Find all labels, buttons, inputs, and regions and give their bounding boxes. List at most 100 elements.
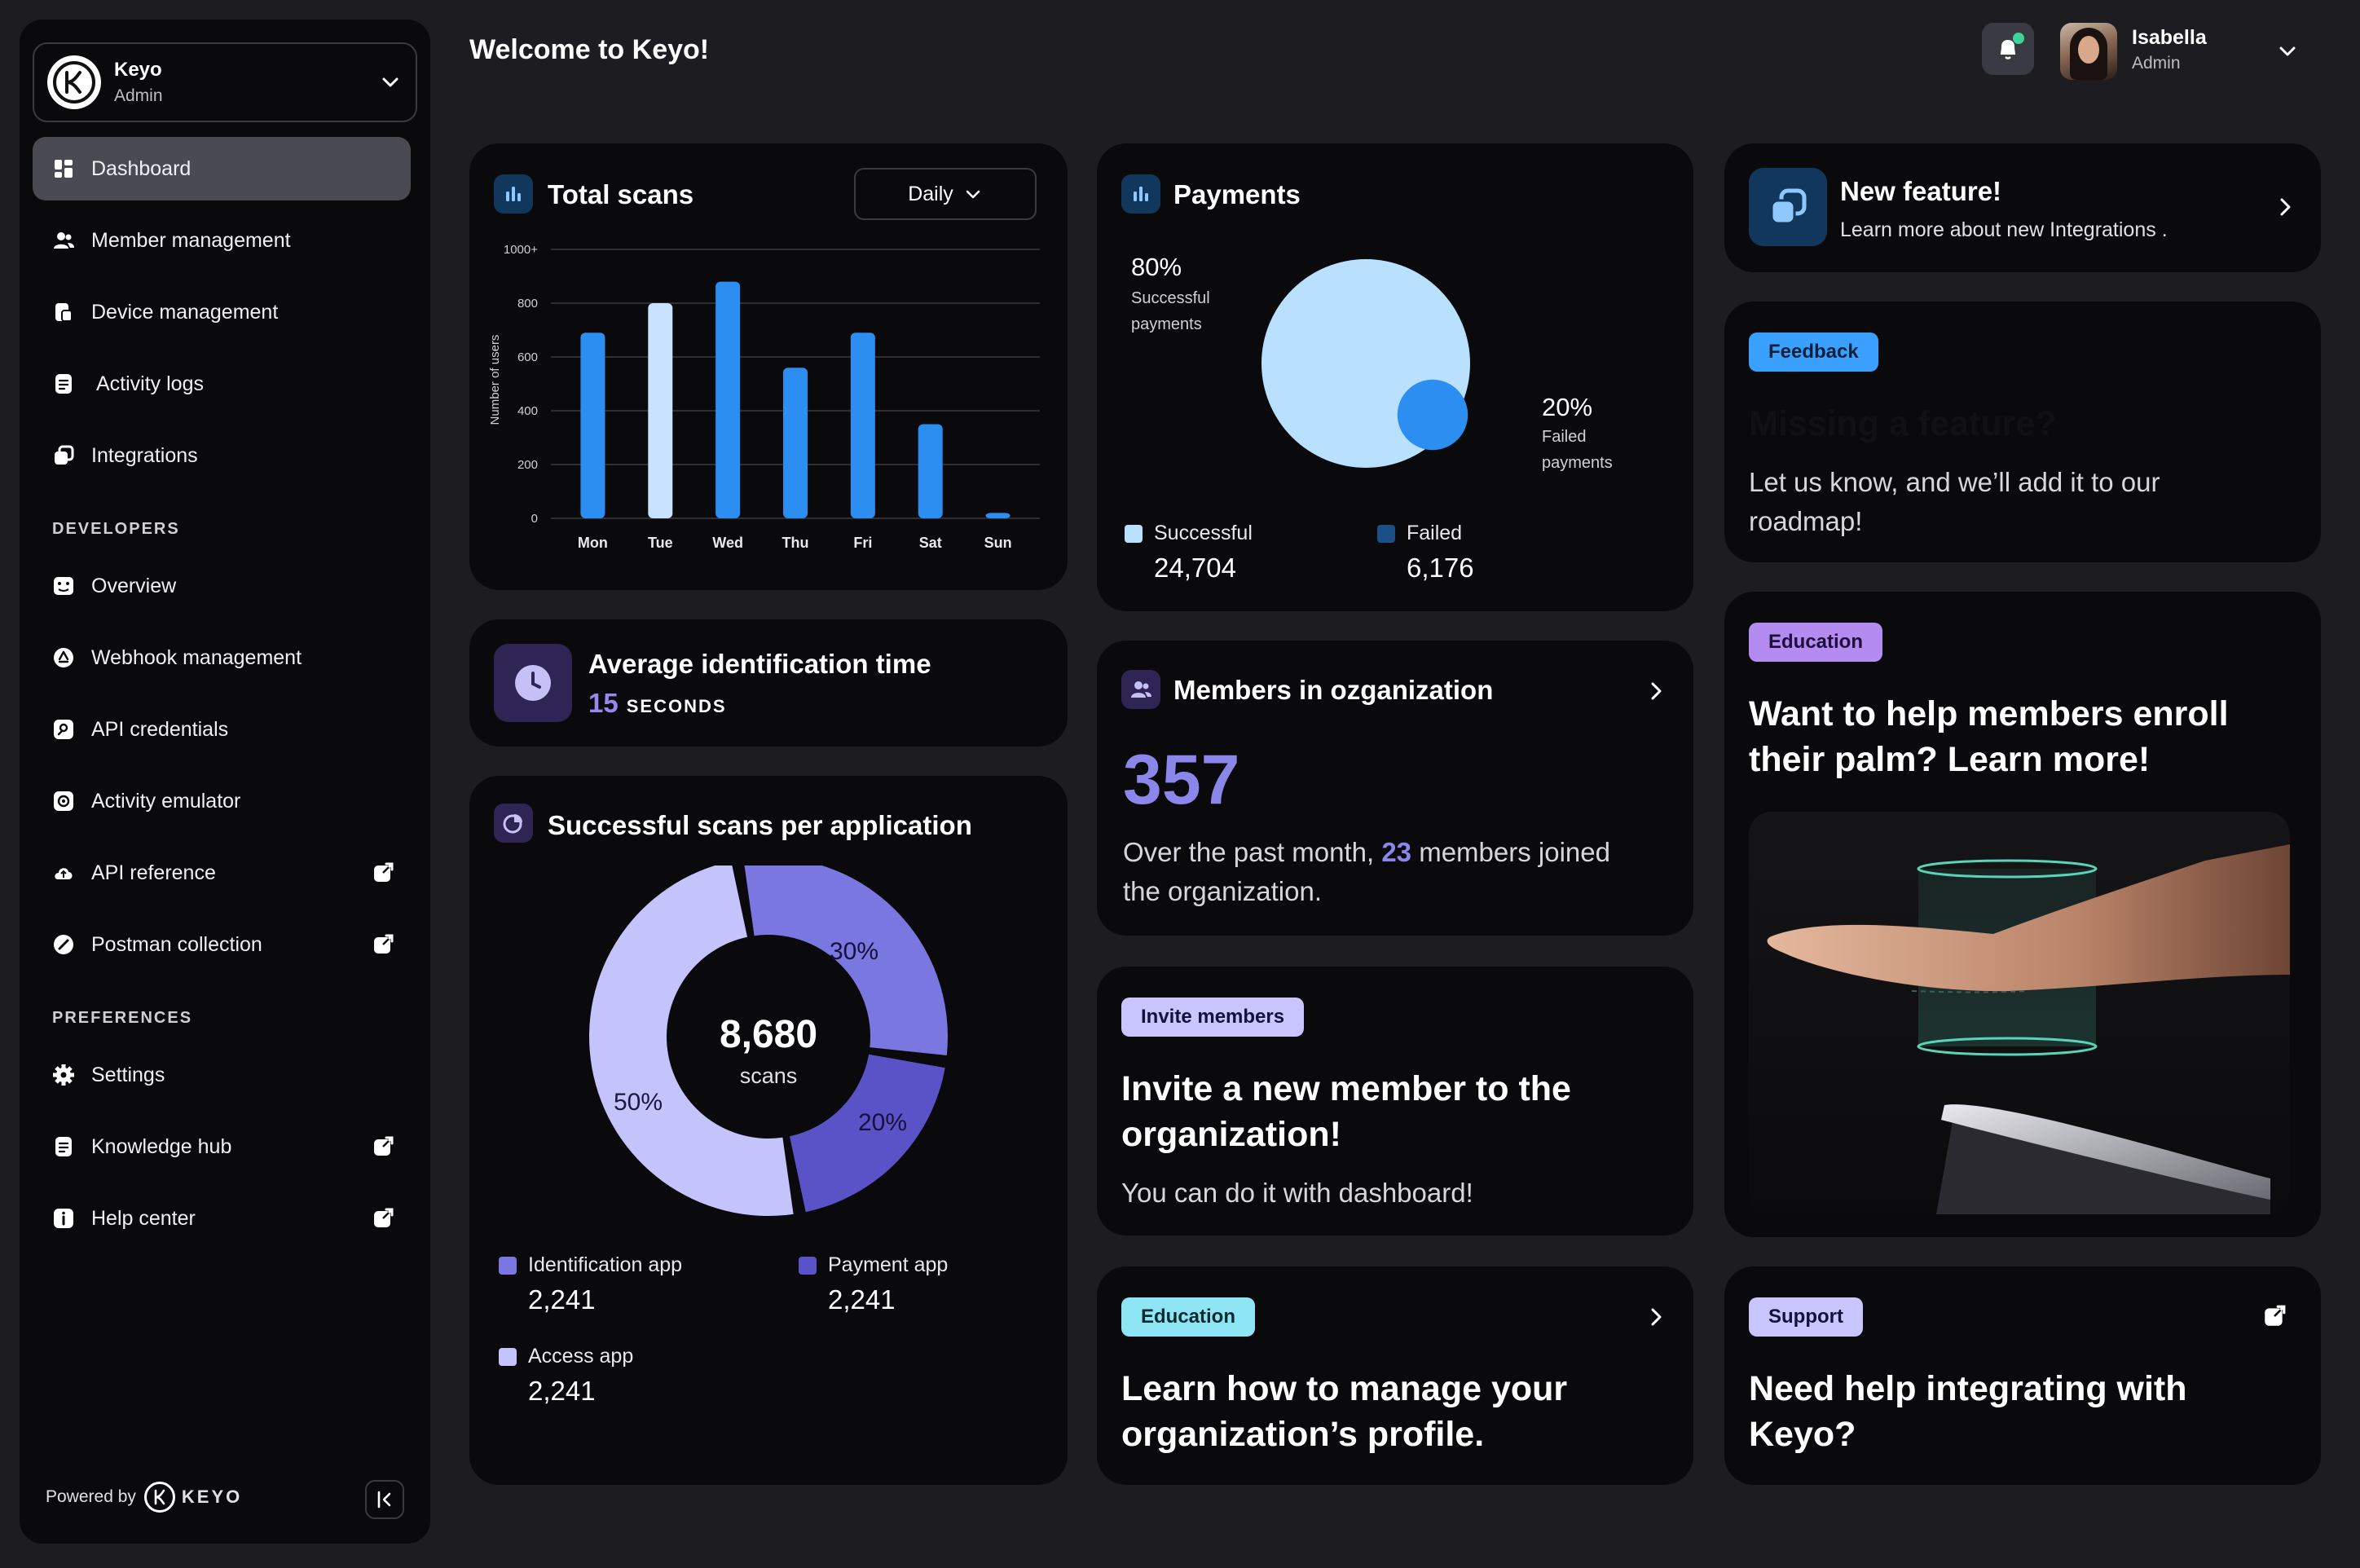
- nav-label: Activity logs: [96, 372, 204, 395]
- card-title: Members in ozganization: [1173, 675, 1494, 705]
- nav-knowledge-hub[interactable]: Knowledge hub: [33, 1115, 411, 1178]
- chevron-down-icon[interactable]: [2275, 39, 2300, 64]
- nav-help-center[interactable]: Help center: [33, 1187, 411, 1250]
- new-feature-subtitle: Learn more about new Integrations .: [1840, 218, 2168, 241]
- nav-label: Help center: [91, 1206, 196, 1230]
- nav-member-management[interactable]: Member management: [33, 209, 411, 272]
- success-sub: payments: [1131, 315, 1202, 333]
- nav-label: Webhook management: [91, 645, 302, 669]
- y-axis-label: Number of users: [488, 335, 502, 425]
- powered-by: Powered by KEYO: [46, 1482, 242, 1513]
- legend-value: 2,241: [528, 1376, 596, 1406]
- feedback-card[interactable]: Feedback Missing a feature? Let us know,…: [1724, 302, 2321, 562]
- legend-swatch: [1125, 525, 1143, 543]
- collapse-icon: [377, 1491, 391, 1509]
- nav-postman-collection[interactable]: Postman collection: [33, 913, 411, 976]
- education-palm-card[interactable]: Education Want to help members enroll th…: [1724, 592, 2321, 1237]
- postman-icon: [54, 935, 73, 954]
- new-feature-title: New feature!: [1840, 176, 2002, 206]
- external-link-icon: [374, 1136, 394, 1156]
- bar-mon: [580, 333, 605, 518]
- dashboard-icon: [55, 160, 73, 178]
- bar-fri: [850, 333, 875, 518]
- education-palm-headline: Want to help members enroll their palm? …: [1749, 694, 2229, 779]
- section-developers: DEVELOPERS: [52, 520, 180, 538]
- cloud-icon: [55, 868, 73, 879]
- avg-time-value: 15: [588, 688, 619, 718]
- legend-value: 6,176: [1407, 553, 1474, 583]
- device-icon: [55, 303, 73, 322]
- donut-slice-access-app: [589, 865, 794, 1216]
- users-icon: [1121, 670, 1160, 709]
- nav-settings[interactable]: Settings: [33, 1043, 411, 1107]
- feedback-headline: Missing a feature?: [1749, 404, 2057, 443]
- bar-chart: Number of users 0 200 400 600 800 1000+ Mon Tue W…: [488, 243, 1040, 551]
- external-link-icon: [374, 934, 394, 954]
- success-sub: Successful: [1131, 289, 1210, 307]
- legend-value: 24,704: [1154, 553, 1236, 583]
- nav-device-management[interactable]: Device management: [33, 280, 411, 344]
- members-card[interactable]: Members in ozganization 357 Over the pas…: [1097, 641, 1693, 936]
- donut-slice-payment-app: [789, 1054, 945, 1213]
- nav-api-credentials[interactable]: API credentials: [33, 698, 411, 761]
- keyo-brand-icon: [143, 1482, 175, 1513]
- card-title: Payments: [1173, 179, 1301, 209]
- chevron-right-icon: [1651, 1308, 1662, 1326]
- card-title: Successful scans per application: [548, 810, 972, 840]
- bar-tue: [648, 303, 673, 518]
- nav-activity-emulator[interactable]: Activity emulator: [33, 769, 411, 833]
- donut-chart: 30% 20% 50%: [589, 865, 948, 1216]
- members-count: 357: [1123, 741, 1240, 819]
- legend-label: Payment app: [828, 1253, 949, 1276]
- nav-webhook-management[interactable]: Webhook management: [33, 626, 411, 689]
- users-icon: [54, 232, 74, 249]
- support-headline: Need help integrating with Keyo?: [1749, 1369, 2187, 1454]
- bell-icon: [2001, 40, 2015, 59]
- section-preferences: PREFERENCES: [52, 1009, 193, 1027]
- clock-badge: [494, 644, 572, 722]
- clock-icon: [515, 665, 551, 701]
- payments-card: Payments 80% Successful payments 20% Fai…: [1097, 143, 1693, 611]
- org-name: Keyo: [114, 59, 162, 81]
- bar-wed: [715, 281, 741, 518]
- x-tick-label: Mon: [578, 535, 608, 551]
- nav-activity-logs[interactable]: Activity logs: [33, 352, 411, 416]
- x-tick-label: Fri: [853, 535, 872, 551]
- period-value: Daily: [908, 182, 953, 205]
- avg-time-unit: SECONDS: [626, 696, 727, 716]
- info-icon: [54, 1209, 73, 1228]
- webhook-icon: [54, 648, 73, 667]
- brand-word: KEYO: [181, 1487, 243, 1507]
- support-card[interactable]: Support Need help integrating with Keyo?: [1724, 1266, 2321, 1485]
- nav-api-reference[interactable]: API reference: [33, 841, 411, 905]
- bar-thu: [783, 368, 808, 518]
- new-feature-card[interactable]: New feature! Learn more about new Integr…: [1724, 143, 2321, 272]
- bar-sun: [985, 513, 1010, 518]
- avatar[interactable]: [2060, 23, 2117, 80]
- legend-label: Access app: [528, 1345, 634, 1368]
- collapse-sidebar-button[interactable]: [365, 1480, 404, 1519]
- failed-sub: Failed: [1542, 428, 1587, 446]
- user-role: Admin: [2132, 54, 2181, 73]
- palm-scan-illustration: [1749, 812, 2290, 1214]
- x-tick-label: Sun: [984, 535, 1012, 551]
- legend-label: Failed: [1407, 522, 1463, 544]
- notifications-button[interactable]: [1982, 23, 2034, 75]
- emulator-icon: [54, 791, 73, 811]
- period-dropdown[interactable]: Daily: [854, 168, 1037, 220]
- invite-card[interactable]: Invite members Invite a new member to th…: [1097, 967, 1693, 1235]
- org-switcher[interactable]: Keyo Admin: [33, 42, 417, 122]
- learn-profile-card[interactable]: Education Learn how to manage your organ…: [1097, 1266, 1693, 1485]
- pie-chart-icon: [494, 804, 533, 843]
- invite-tag: Invite members: [1121, 998, 1305, 1037]
- nav-dashboard[interactable]: Dashboard: [33, 137, 411, 200]
- integrations-icon: [55, 445, 74, 465]
- nav-overview[interactable]: Overview: [33, 554, 411, 618]
- legend-value: 2,241: [828, 1284, 896, 1315]
- invite-body: You can do it with dashboard!: [1121, 1178, 1473, 1208]
- nav-integrations[interactable]: Integrations: [33, 424, 411, 487]
- y-tick-label: 1000+: [504, 243, 538, 257]
- nav-label: API credentials: [91, 717, 229, 741]
- chevron-right-icon: [2280, 198, 2291, 216]
- nav-label: Knowledge hub: [91, 1134, 232, 1158]
